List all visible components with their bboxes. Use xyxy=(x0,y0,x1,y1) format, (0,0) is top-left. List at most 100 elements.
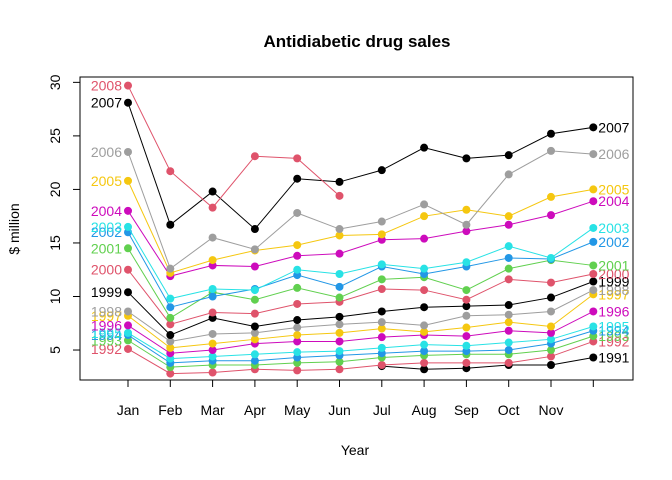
data-point xyxy=(124,81,132,90)
x-axis-label: Year xyxy=(341,442,370,458)
series-label-end: 2007 xyxy=(598,119,629,135)
data-point xyxy=(250,322,259,331)
data-point xyxy=(462,154,471,163)
x-tick-label: Apr xyxy=(244,402,266,418)
series-label-start: 1998 xyxy=(91,303,122,319)
series-label-end: 2005 xyxy=(598,181,629,197)
series-line xyxy=(127,311,594,354)
data-point xyxy=(462,295,471,304)
data-point xyxy=(293,366,302,375)
series-label-end: 1998 xyxy=(598,282,629,298)
x-tick-label: Jul xyxy=(373,402,391,418)
data-point xyxy=(589,185,598,194)
data-point xyxy=(377,361,386,370)
data-point xyxy=(293,323,302,332)
data-point xyxy=(166,167,175,176)
data-point xyxy=(335,282,344,291)
data-point xyxy=(208,284,217,293)
data-point xyxy=(166,294,175,303)
series-label-start: 2001 xyxy=(91,240,122,256)
data-point xyxy=(124,244,132,253)
data-point xyxy=(420,143,429,152)
data-point xyxy=(589,286,598,295)
data-point xyxy=(166,343,175,352)
series-line xyxy=(127,180,594,274)
series-1991: 1991 xyxy=(377,350,630,374)
series-label-start: 1995 xyxy=(91,325,122,341)
data-point xyxy=(335,249,344,258)
data-point xyxy=(166,303,175,312)
data-point xyxy=(547,278,555,287)
data-point xyxy=(250,286,259,295)
series-label-end: 1992 xyxy=(598,333,629,349)
data-point xyxy=(420,200,429,209)
data-point xyxy=(335,365,344,374)
data-point xyxy=(547,335,555,344)
y-axis-label: $ million xyxy=(6,203,22,254)
chart-title: Antidiabetic drug sales xyxy=(263,32,450,51)
x-tick-label: Nov xyxy=(539,402,564,418)
data-point xyxy=(208,292,217,301)
series-1992: 1992 1992 xyxy=(91,333,630,378)
data-point xyxy=(462,311,471,320)
series-line xyxy=(127,232,594,308)
data-point xyxy=(124,307,132,316)
data-point xyxy=(462,205,471,214)
x-tick-label: Jan xyxy=(117,402,140,418)
data-point xyxy=(462,358,471,367)
data-point xyxy=(462,332,471,341)
series-line xyxy=(127,335,594,368)
data-point xyxy=(124,321,132,330)
data-point xyxy=(208,329,217,338)
data-point xyxy=(504,253,513,262)
series-label-end: 2002 xyxy=(598,234,629,250)
data-point xyxy=(208,187,217,196)
data-point xyxy=(589,150,598,159)
data-point xyxy=(589,307,598,316)
y-tick-label: 10 xyxy=(47,288,63,304)
data-point xyxy=(124,344,132,353)
data-point xyxy=(547,129,555,138)
series-2004: 2004 2004 xyxy=(91,193,630,281)
x-tick-label: Aug xyxy=(412,402,437,418)
data-point xyxy=(335,347,344,356)
series-line xyxy=(127,102,594,230)
data-point xyxy=(293,208,302,217)
data-point xyxy=(208,308,217,317)
data-point xyxy=(547,307,555,316)
series-label-start: 1999 xyxy=(91,284,122,300)
x-tick-label: Jun xyxy=(328,402,351,418)
data-point xyxy=(547,328,555,337)
data-point xyxy=(589,277,598,286)
series-1999: 1999 1999 xyxy=(91,273,630,340)
data-point xyxy=(547,361,555,370)
series-label-start: 2007 xyxy=(91,95,122,111)
data-point xyxy=(420,303,429,312)
series-label-start: 2008 xyxy=(91,78,122,94)
series-1995: 1995 1995 xyxy=(91,318,630,363)
data-point xyxy=(589,123,598,132)
data-point xyxy=(547,346,555,355)
data-point xyxy=(504,242,513,251)
x-tick-label: Feb xyxy=(158,402,182,418)
data-point xyxy=(589,270,598,279)
series-2008: 2008 xyxy=(91,78,344,212)
series-label-start: 2004 xyxy=(91,203,122,219)
series-label-end: 2004 xyxy=(598,193,629,209)
data-point xyxy=(504,212,513,221)
data-point xyxy=(420,365,429,374)
series-line xyxy=(127,289,594,342)
data-point xyxy=(250,350,259,359)
series-label-end: 2006 xyxy=(598,146,629,162)
data-point xyxy=(377,275,386,284)
series-label-start: 2002 xyxy=(91,224,122,240)
data-point xyxy=(420,340,429,349)
data-point xyxy=(335,191,344,200)
y-axis: 5 10 15 20 25 30 xyxy=(47,74,81,354)
data-point xyxy=(547,352,555,361)
series-2005: 2005 2005 xyxy=(91,173,630,277)
data-point xyxy=(293,316,302,325)
series-line xyxy=(127,200,594,277)
y-tick-label: 15 xyxy=(47,235,63,251)
